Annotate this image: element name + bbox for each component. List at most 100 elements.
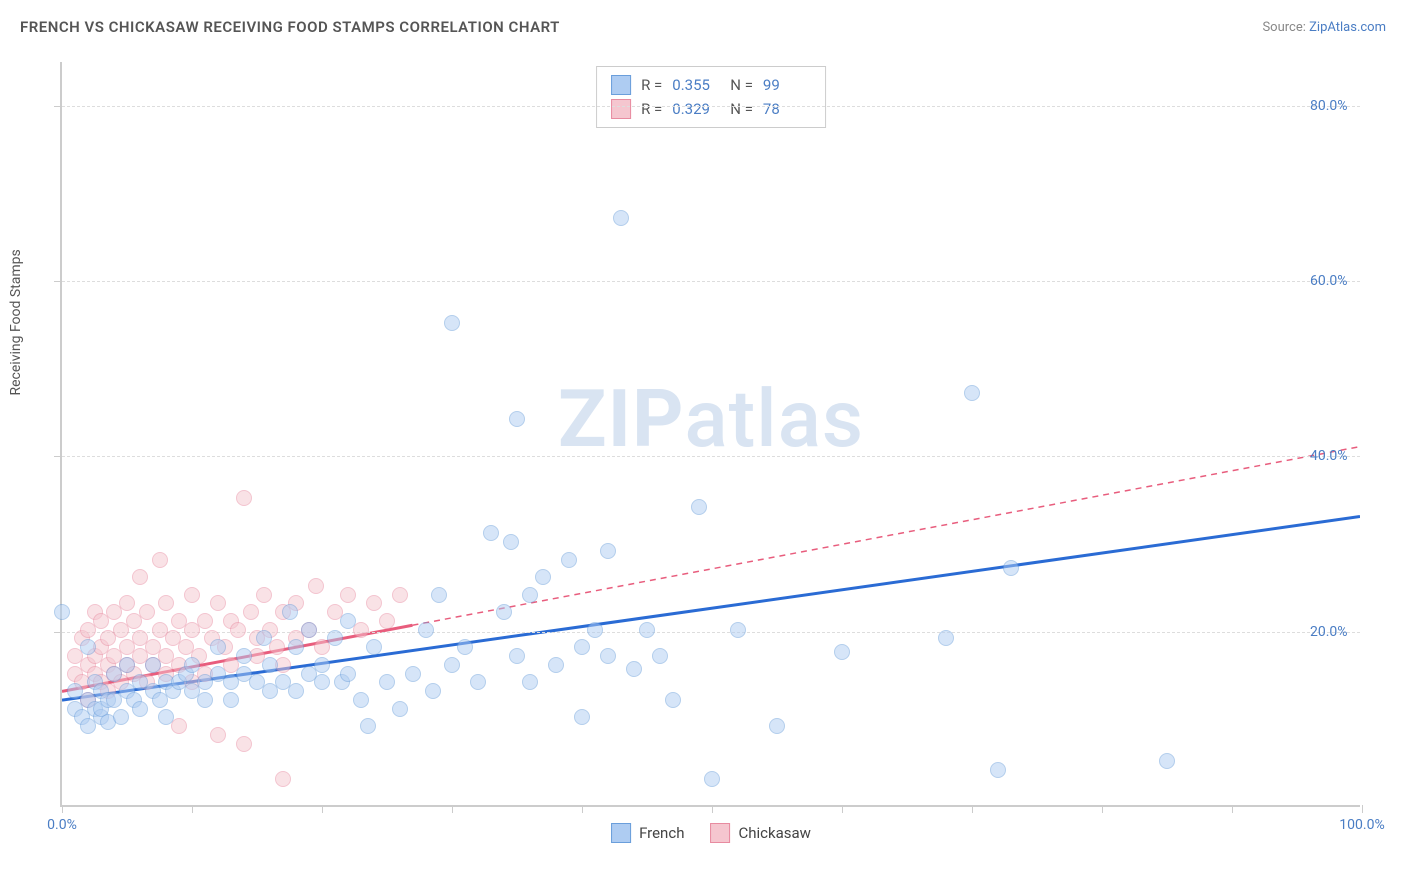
data-point: [769, 718, 785, 734]
data-point: [665, 692, 681, 708]
x-tick: [582, 805, 583, 813]
data-point: [834, 644, 850, 660]
x-tick: [842, 805, 843, 813]
data-point: [503, 534, 519, 550]
data-point: [366, 595, 382, 611]
r-value: 0.355: [672, 76, 720, 94]
data-point: [561, 552, 577, 568]
data-point: [288, 683, 304, 699]
data-point: [236, 490, 252, 506]
data-point: [288, 639, 304, 655]
grid-line: [62, 281, 1360, 282]
data-point: [496, 604, 512, 620]
legend-swatch: [710, 823, 730, 843]
data-point: [990, 762, 1006, 778]
n-label: N =: [730, 100, 753, 118]
data-point: [256, 587, 272, 603]
data-point: [483, 525, 499, 541]
data-point: [184, 587, 200, 603]
data-point: [730, 622, 746, 638]
data-point: [301, 622, 317, 638]
watermark: ZIPatlas: [558, 372, 864, 466]
data-point: [223, 692, 239, 708]
data-point: [600, 648, 616, 664]
data-point: [340, 613, 356, 629]
data-point: [210, 595, 226, 611]
x-max-label: 100.0%: [1339, 817, 1384, 833]
data-point: [230, 622, 246, 638]
stats-row: R =0.329N =78: [611, 97, 811, 121]
data-point: [236, 736, 252, 752]
data-point: [392, 701, 408, 717]
data-point: [704, 771, 720, 787]
x-min-label: 0.0%: [47, 817, 77, 833]
x-tick: [1102, 805, 1103, 813]
data-point: [548, 657, 564, 673]
data-point: [600, 543, 616, 559]
series-legend: French Chickasaw: [611, 823, 811, 843]
data-point: [139, 604, 155, 620]
data-point: [444, 315, 460, 331]
data-point: [405, 666, 421, 682]
data-point: [587, 622, 603, 638]
data-point: [262, 657, 278, 673]
data-point: [171, 718, 187, 734]
data-point: [158, 709, 174, 725]
data-point: [964, 385, 980, 401]
data-point: [379, 613, 395, 629]
grid-line: [62, 106, 1360, 107]
x-tick: [1362, 805, 1363, 813]
data-point: [366, 639, 382, 655]
data-point: [626, 661, 642, 677]
n-value: 99: [763, 76, 811, 94]
legend-label: Chickasaw: [738, 824, 810, 842]
y-tick-label: 40.0%: [1310, 448, 1348, 464]
y-tick: [54, 632, 62, 633]
data-point: [158, 595, 174, 611]
data-point: [509, 411, 525, 427]
x-tick: [62, 805, 63, 813]
data-point: [418, 622, 434, 638]
data-point: [360, 718, 376, 734]
x-tick: [322, 805, 323, 813]
data-point: [1159, 753, 1175, 769]
data-point: [639, 622, 655, 638]
source-link[interactable]: ZipAtlas.com: [1309, 20, 1386, 35]
data-point: [210, 727, 226, 743]
x-tick: [712, 805, 713, 813]
legend-swatch: [611, 823, 631, 843]
data-point: [132, 701, 148, 717]
n-label: N =: [730, 76, 753, 94]
data-point: [327, 630, 343, 646]
data-point: [80, 639, 96, 655]
data-point: [444, 657, 460, 673]
grid-line: [62, 456, 1360, 457]
data-point: [236, 648, 252, 664]
y-axis-title: Receiving Food Stamps: [8, 249, 24, 395]
data-point: [574, 709, 590, 725]
data-point: [314, 674, 330, 690]
data-point: [457, 639, 473, 655]
series-swatch: [611, 99, 631, 119]
r-label: R =: [641, 100, 662, 118]
legend-label: French: [639, 824, 684, 842]
x-tick: [1232, 805, 1233, 813]
data-point: [308, 578, 324, 594]
y-tick-label: 60.0%: [1310, 273, 1348, 289]
r-value: 0.329: [672, 100, 720, 118]
data-point: [522, 674, 538, 690]
data-point: [113, 709, 129, 725]
r-label: R =: [641, 76, 662, 94]
data-point: [613, 210, 629, 226]
x-tick: [192, 805, 193, 813]
data-point: [145, 657, 161, 673]
data-point: [197, 692, 213, 708]
data-point: [269, 639, 285, 655]
trend-lines: [62, 62, 1360, 805]
data-point: [509, 648, 525, 664]
data-point: [243, 604, 259, 620]
data-point: [275, 771, 291, 787]
data-point: [522, 587, 538, 603]
legend-item: Chickasaw: [710, 823, 810, 843]
data-point: [340, 587, 356, 603]
